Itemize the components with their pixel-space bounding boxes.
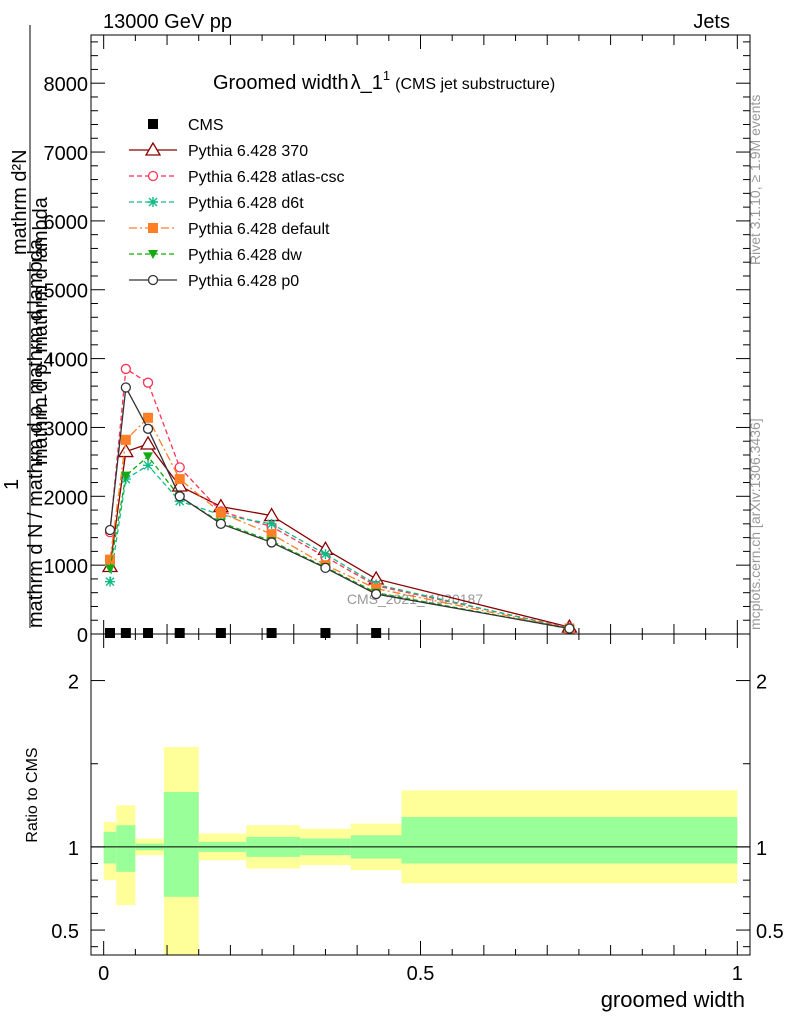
data-point-atlas [142, 377, 154, 388]
data-point-dw [143, 452, 154, 462]
data-point-cms [105, 628, 116, 638]
plot-title: Groomed width λ_11 (CMS jet substructure) [213, 68, 555, 94]
data-point-d6t [143, 460, 154, 471]
data-point-p0 [120, 382, 132, 393]
title-symbol: λ_1 [351, 72, 383, 94]
ratio-ytick-label: 1 [68, 838, 79, 860]
data-point-cms [266, 628, 277, 638]
x-tick-label: 0 [98, 963, 109, 985]
band-inner [116, 825, 136, 872]
series-line-p0 [109, 385, 570, 630]
data-point-default [174, 474, 185, 485]
data-point-d6t [266, 518, 277, 529]
legend-marker-atlas [147, 170, 159, 182]
title-superscript: 1 [383, 68, 390, 83]
legend-marker-p370 [144, 141, 162, 156]
data-point-p0 [104, 524, 116, 536]
legend-marker-default [148, 223, 158, 233]
legend-marker-dw [148, 250, 158, 259]
data-point-p0 [142, 423, 154, 434]
ratio-plot: 0.5 0.5 1 1 2 2 0 0.5 1 [51, 633, 784, 985]
legend-marker-cms [148, 119, 158, 129]
data-point-default [266, 529, 277, 540]
data-point-p370 [117, 443, 134, 458]
ratio-ylabel: Ratio to CMS [24, 747, 41, 842]
ratio-ytick-label-right: 0.5 [756, 921, 784, 943]
main-ytick-label: 4000 [44, 350, 89, 372]
ratio-ytick-label-right: 1 [756, 838, 767, 860]
data-point-default [105, 554, 116, 565]
series-p0 [104, 382, 575, 634]
rivet-label: Rivet 3.1.10, ≥ 1.9M events [747, 95, 763, 265]
main-ytick-label: 5000 [44, 281, 89, 303]
series-line-dw [109, 455, 570, 630]
data-point-d6t [320, 549, 331, 560]
legend-label-d6t: Pythia 6.428 d6t [188, 195, 304, 212]
band-inner [163, 792, 199, 897]
ylabel-one: 1 [1, 479, 23, 490]
main-ytick-label: 0 [77, 625, 88, 647]
main-plot: 010002000300040005000600070008000CMS_202… [44, 34, 751, 647]
data-point-p0 [266, 537, 277, 548]
x-axis-label: groomed width [601, 987, 745, 1012]
series-default [105, 412, 575, 634]
main-ytick-label: 6000 [44, 212, 89, 234]
data-point-cms [215, 628, 226, 638]
main-ytick-label: 1000 [44, 556, 89, 578]
data-point-dw [120, 471, 131, 481]
series-line-default [109, 416, 570, 630]
data-point-atlas [120, 363, 132, 375]
x-tick-label: 1 [732, 963, 743, 985]
data-point-p0 [564, 623, 575, 634]
data-point-p0 [320, 562, 331, 574]
mcplots-label: mcplots.cern.ch [arXiv:1306.3436] [747, 418, 763, 630]
main-ytick-label: 8000 [44, 74, 89, 96]
legend-label-dw: Pythia 6.428 dw [188, 247, 302, 264]
ratio-ytick-label: 2 [68, 672, 79, 694]
data-point-default [120, 434, 131, 445]
data-point-cms [120, 628, 131, 638]
data-point-default [371, 583, 382, 594]
legend: CMS Pythia 6.428 370 Pythia 6.428 atlas-cs… [129, 117, 345, 290]
legend-label-p370: Pythia 6.428 370 [188, 143, 308, 160]
legend-label-atlas: Pythia 6.428 atlas-csc [188, 169, 345, 186]
data-point-d6t [105, 576, 116, 587]
title-subtitle: (CMS jet substructure) [395, 76, 555, 93]
data-point-default [215, 507, 226, 518]
data-point-p370 [139, 435, 157, 450]
ylabel-top: mathrm d²N [9, 149, 31, 255]
legend-label-cms: CMS [188, 117, 224, 134]
ratio-ytick-label-right: 2 [756, 672, 767, 694]
main-ytick-label: 7000 [44, 143, 89, 165]
data-point-cms [143, 628, 154, 638]
data-point-cms [174, 628, 185, 638]
data-point-dw [105, 564, 116, 574]
legend-marker-p0 [147, 274, 159, 286]
band-inner [103, 831, 117, 864]
legend-label-p0: Pythia 6.428 p0 [188, 273, 299, 290]
data-point-cms [371, 628, 382, 638]
title-main: Groomed width [213, 72, 349, 94]
data-point-p0 [215, 518, 227, 529]
data-point-p0 [174, 491, 185, 502]
legend-marker-d6t [148, 197, 158, 207]
series-line-d6t [109, 464, 570, 630]
band-inner [401, 816, 738, 864]
ylabel-top2: mathrm d p_mathrm d lambda [30, 196, 52, 465]
series-cms [105, 628, 382, 638]
header-right: Jets [693, 11, 730, 33]
data-point-p0 [370, 588, 382, 600]
data-point-cms [320, 628, 331, 638]
data-point-atlas [174, 462, 185, 473]
header-left: 13000 GeV pp [103, 11, 232, 33]
main-ytick-label: 3000 [44, 418, 89, 440]
main-ytick-label: 2000 [44, 487, 89, 509]
x-tick-label: 0.5 [407, 963, 435, 985]
legend-label-default: Pythia 6.428 default [188, 221, 330, 238]
series-p370 [101, 435, 578, 633]
data-point-default [143, 412, 154, 423]
ratio-ytick-label: 0.5 [51, 921, 79, 943]
